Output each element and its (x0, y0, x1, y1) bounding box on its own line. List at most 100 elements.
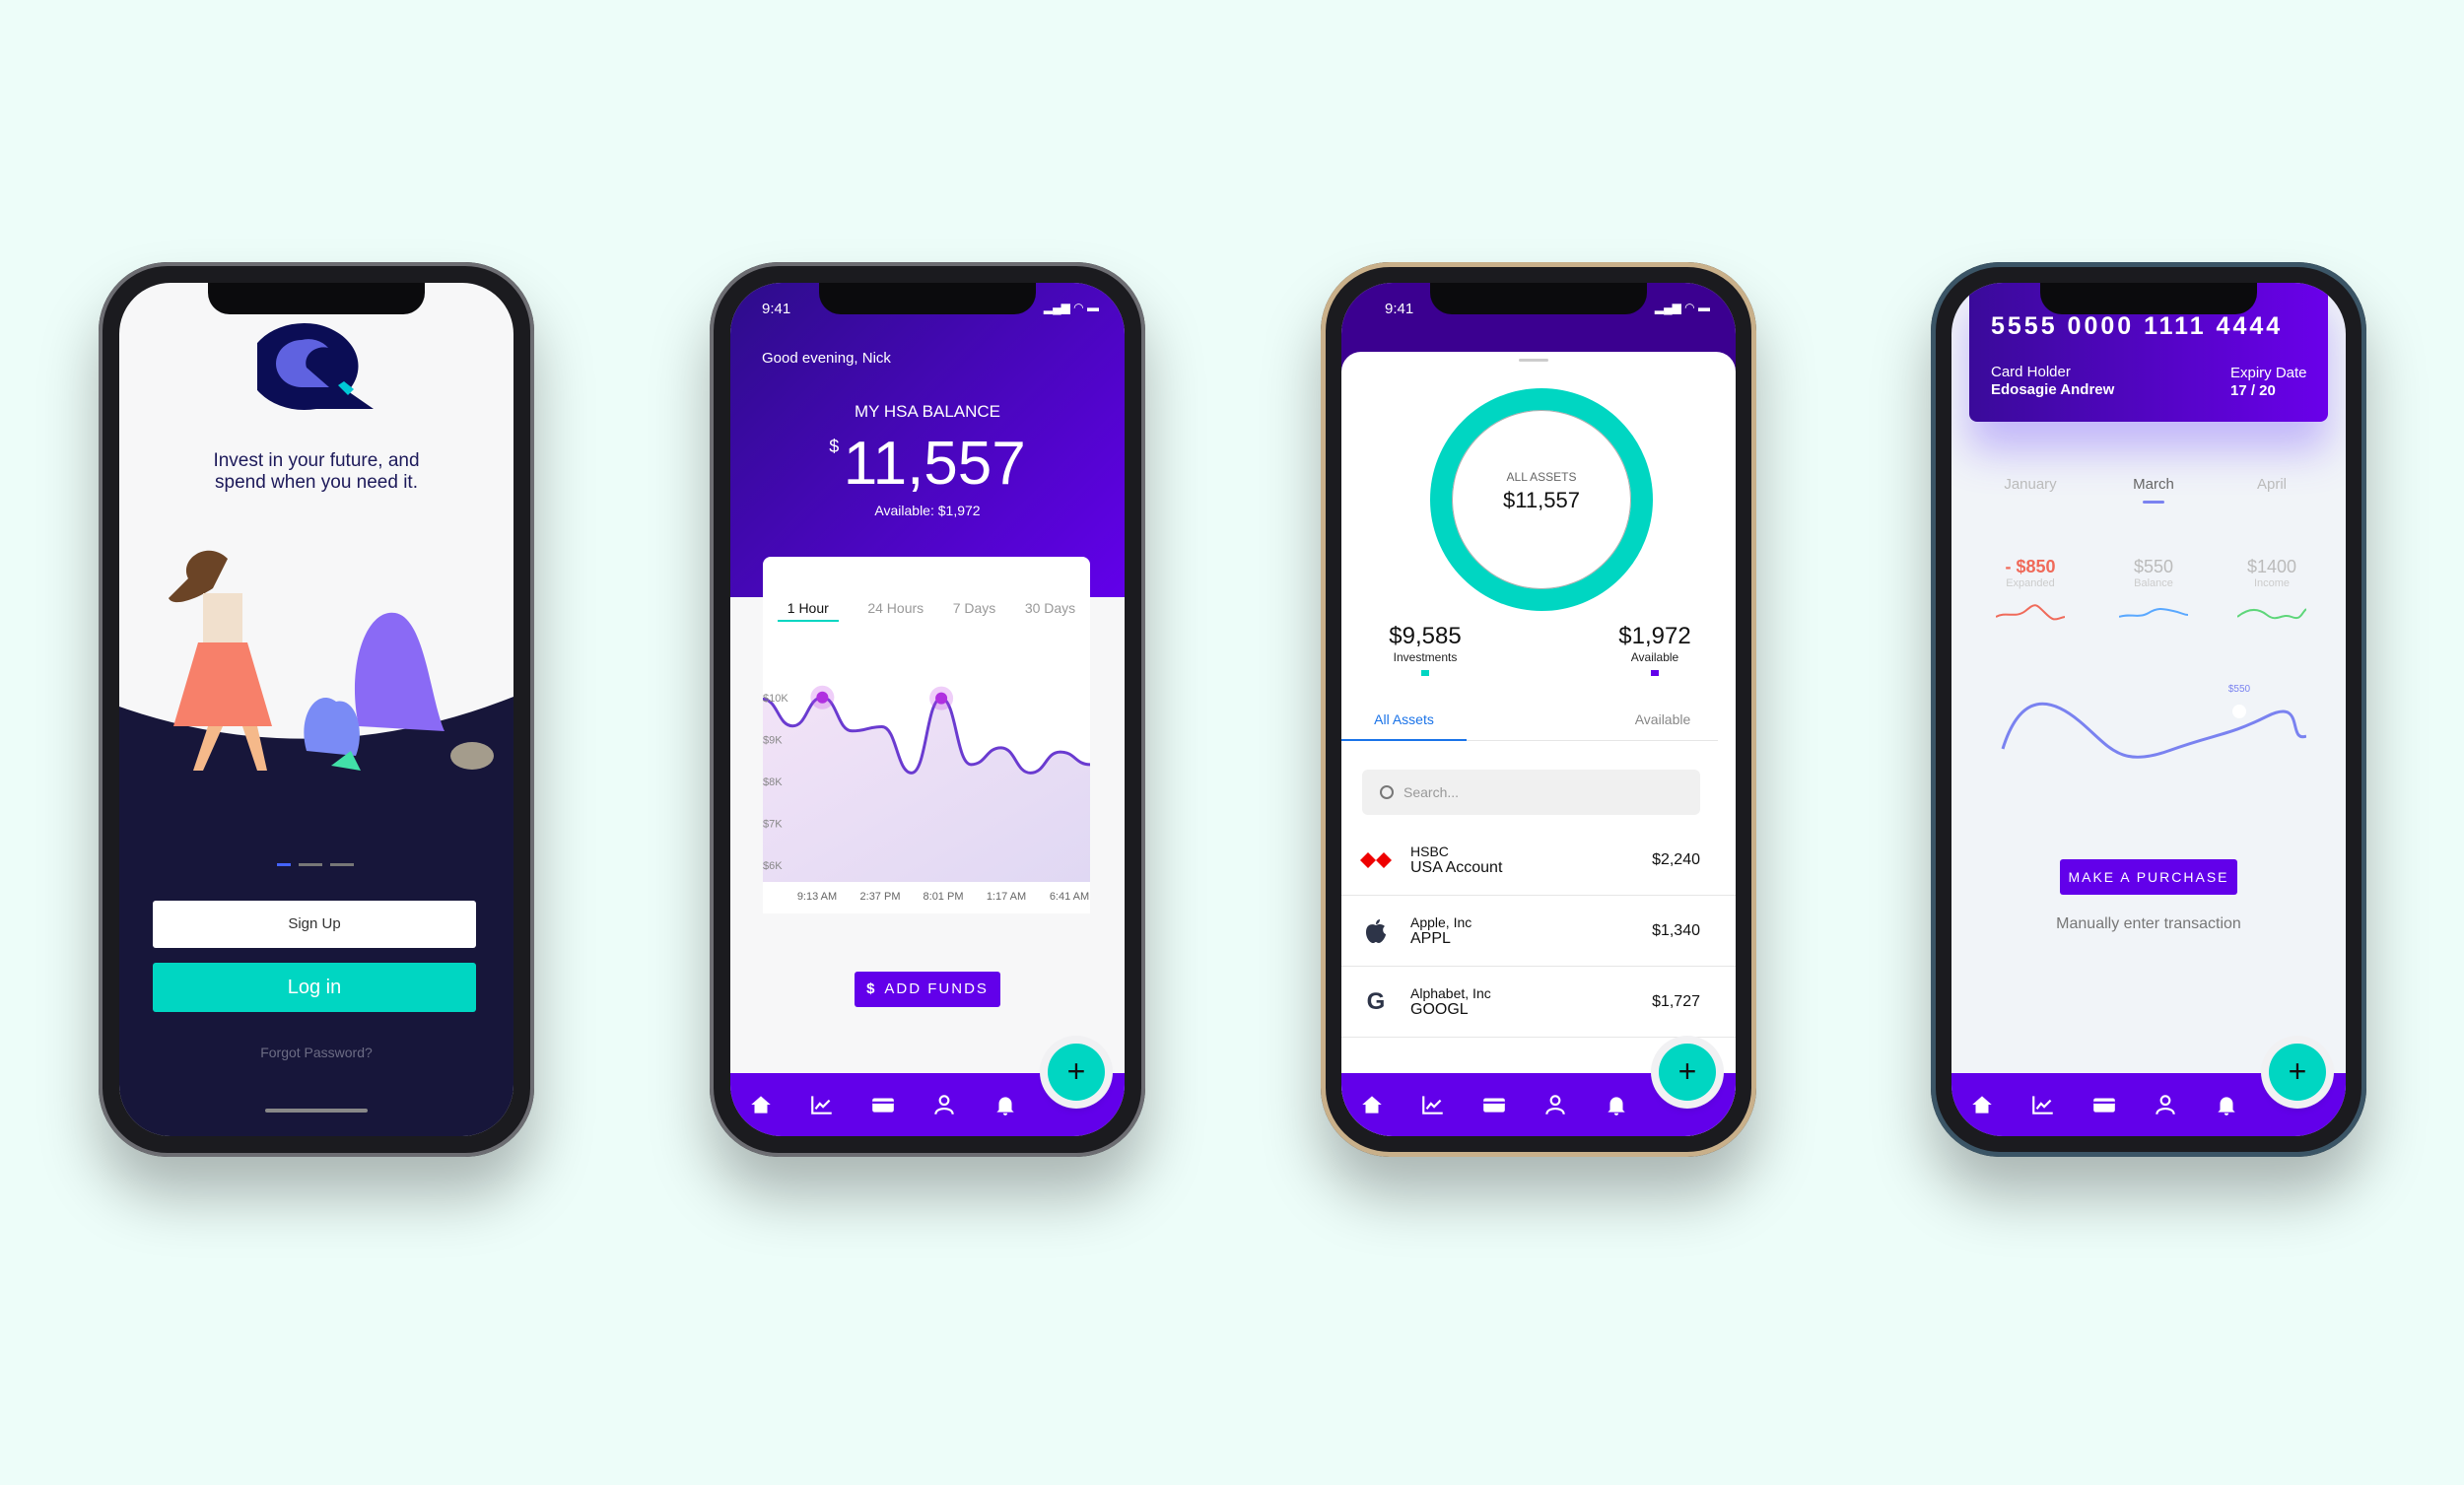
chart-icon[interactable] (2026, 1088, 2060, 1121)
range-tab[interactable]: 1 Hour (777, 600, 839, 622)
wallet-icon[interactable] (1477, 1088, 1511, 1121)
asset-amount: $1,340 (1652, 921, 1700, 939)
chart-highlight-point[interactable] (935, 692, 948, 705)
add-fab-button[interactable]: + (1659, 1044, 1716, 1101)
available-summary: $1,972 Available (1601, 623, 1709, 682)
range-tab[interactable]: 30 Days (1024, 600, 1076, 616)
card-holder-label: Card Holder (1991, 364, 2071, 380)
asset-subtitle: USA Account (1410, 858, 1503, 876)
pager-dot-active[interactable] (277, 863, 291, 866)
stat-label: Income (2253, 577, 2291, 589)
available-balance: Available: $1,972 (874, 503, 981, 518)
profile-icon[interactable] (1539, 1088, 1572, 1121)
stat-item: $1400 Income (2218, 557, 2326, 628)
sign-up-button[interactable]: Sign Up (153, 901, 476, 948)
month-tab[interactable]: April (2223, 476, 2321, 493)
bell-icon[interactable] (1600, 1088, 1633, 1121)
range-tab[interactable]: 7 Days (952, 600, 996, 616)
manual-entry-link[interactable]: Manually enter transaction (2056, 915, 2241, 932)
trend-line (2001, 702, 2306, 759)
available-legend-swatch (1651, 670, 1659, 676)
currency-symbol: $ (829, 437, 840, 456)
chart-icon[interactable] (805, 1088, 839, 1121)
asset-name: Alphabet, Inc (1410, 984, 1491, 1001)
asset-row[interactable]: Apple, Inc APPL $1,340 (1341, 896, 1736, 967)
phone-onboarding: Invest in your future, and spend when yo… (99, 262, 534, 1157)
x-tick-label: 6:41 AM (1050, 891, 1089, 903)
app-logo (257, 323, 374, 410)
donut-label: ALL ASSETS (1506, 470, 1577, 484)
expiry-date: 17 / 20 (2230, 382, 2276, 399)
donut-center: ALL ASSETS $11,557 (1430, 470, 1653, 513)
stat-sparkline (2236, 608, 2307, 620)
log-in-button[interactable]: Log in (153, 963, 476, 1012)
make-purchase-button[interactable]: MAKE A PURCHASE (2060, 859, 2237, 895)
trend-marker[interactable] (2232, 705, 2246, 718)
chart-area (763, 697, 1090, 882)
search-input[interactable]: Search... (1362, 770, 1700, 815)
asset-row[interactable]: HSBC USA Account $2,240 (1341, 825, 1736, 896)
range-tab[interactable]: 24 Hours (867, 600, 924, 616)
stat-label: Expanded (2006, 577, 2055, 589)
phone-assets: 9:41 ▂▄▆ ◠ ▬ ALL ASSETS $11,557 $9,585 I… (1321, 262, 1756, 1157)
notch (208, 283, 425, 314)
add-fab-button[interactable]: + (2269, 1044, 2326, 1101)
profile-icon[interactable] (927, 1088, 961, 1121)
balance-chart: $10K $9K $8K $7K $6K 9:13 AM 2:37 PM 8:01 PM 1:1… (762, 685, 1091, 903)
balance-amount: 11,557 (843, 430, 1026, 498)
month-tab[interactable]: January (1981, 476, 2080, 493)
add-fab-button[interactable]: + (1048, 1044, 1105, 1101)
add-funds-label: ADD FUNDS (884, 980, 989, 997)
month-label: March (2133, 476, 2174, 493)
card-number: 5555 0000 1111 4444 (1991, 312, 2284, 340)
month-tab[interactable]: March (2104, 476, 2203, 504)
investments-label: Investments (1393, 650, 1458, 664)
month-label: April (2256, 476, 2287, 493)
pager-dot[interactable] (330, 863, 354, 866)
home-icon[interactable] (1355, 1088, 1389, 1121)
investments-legend-swatch (1421, 670, 1429, 676)
asset-row[interactable]: G Alphabet, Inc GOOGL $1,727 (1341, 967, 1736, 1038)
status-time: 9:41 (1385, 301, 1414, 317)
tab-all-assets[interactable]: All Assets (1341, 711, 1467, 741)
sheet-handle[interactable] (1519, 359, 1548, 362)
header-background (730, 283, 1125, 597)
y-tick-label: $9K (763, 734, 783, 746)
stat-item: - $850 Expanded (1976, 557, 2085, 628)
tagline: Invest in your future, and spend when yo… (119, 450, 513, 494)
stat-sparkline (2118, 608, 2189, 618)
pager-dot[interactable] (299, 863, 322, 866)
add-funds-button[interactable]: $ ADD FUNDS (855, 972, 1000, 1007)
notch (1430, 283, 1647, 314)
stat-label: Balance (2134, 577, 2173, 589)
x-tick-label: 1:17 AM (987, 891, 1026, 903)
home-icon[interactable] (1965, 1088, 1999, 1121)
range-tabs: 1 Hour 24 Hours 7 Days 30 Days (763, 557, 1090, 622)
wallet-icon[interactable] (866, 1088, 900, 1121)
chart-icon[interactable] (1416, 1088, 1450, 1121)
forgot-password-link[interactable]: Forgot Password? (260, 1045, 373, 1060)
tab-available[interactable]: Available (1634, 711, 1691, 727)
profile-icon[interactable] (2149, 1088, 2182, 1121)
wallet-icon[interactable] (2088, 1088, 2121, 1121)
y-tick-label: $10K (763, 693, 788, 705)
asset-subtitle: APPL (1410, 929, 1451, 947)
x-tick-label: 8:01 PM (924, 891, 964, 903)
assets-screen: 9:41 ▂▄▆ ◠ ▬ ALL ASSETS $11,557 $9,585 I… (1341, 283, 1736, 1136)
y-tick-label: $6K (763, 860, 783, 872)
chart-card: 1 Hour 24 Hours 7 Days 30 Days $10K $9K $8K $7… (762, 557, 1091, 913)
onboarding-screen: Invest in your future, and spend when yo… (119, 283, 513, 1136)
asset-amount: $2,240 (1652, 850, 1700, 868)
chart-highlight-point[interactable] (816, 691, 829, 704)
bell-icon[interactable] (2210, 1088, 2243, 1121)
balance: $ 11,557 (730, 429, 1125, 499)
home-indicator (265, 1109, 368, 1113)
bell-icon[interactable] (989, 1088, 1022, 1121)
active-month-indicator (2143, 501, 2164, 504)
home-icon[interactable] (744, 1088, 778, 1121)
stat-sparkline (1995, 604, 2066, 621)
notch (2040, 283, 2257, 314)
expiry-label: Expiry Date (2230, 365, 2307, 381)
investments-value: $9,585 (1389, 623, 1462, 649)
asset-amount: $1,727 (1652, 992, 1700, 1010)
